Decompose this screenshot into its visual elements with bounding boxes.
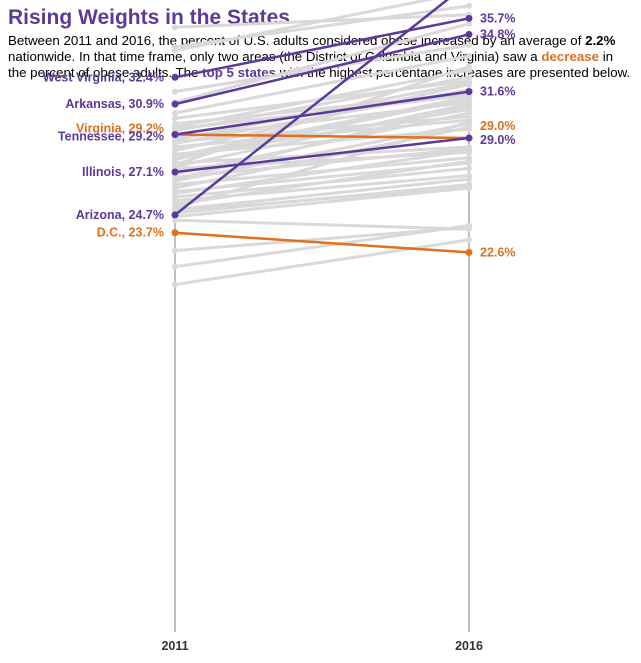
state-point-2016 bbox=[466, 81, 472, 88]
state-line bbox=[174, 13, 470, 29]
label-2011-arkansas: Arkansas, 30.9% bbox=[65, 97, 164, 111]
x-tick-2016: 2016 bbox=[455, 639, 483, 653]
label-2011-tennessee: Tennessee, 29.2% bbox=[58, 129, 164, 143]
state-point-2011 bbox=[172, 115, 178, 122]
subtitle-text-3: in the percent of obese adults. The bbox=[8, 49, 614, 80]
state-point-2011 bbox=[172, 204, 178, 211]
state-point-2011 bbox=[172, 24, 178, 31]
x-tick-2011: 2011 bbox=[161, 639, 188, 653]
series-line-arizona bbox=[174, 0, 450, 216]
label-2011-virginia: Virginia, 29.2% bbox=[76, 121, 164, 135]
subtitle-decrease: decrease bbox=[541, 49, 600, 64]
state-point-2016 bbox=[466, 95, 472, 102]
state-point-2011 bbox=[172, 247, 178, 254]
state-point-2016 bbox=[466, 236, 472, 243]
subtitle-text-1: Between 2011 and 2016, the percent of U.… bbox=[8, 33, 586, 48]
state-point-2016 bbox=[466, 2, 472, 9]
state-point-2011 bbox=[172, 43, 178, 50]
state-point-2016 bbox=[466, 42, 472, 49]
highlighted-states-lines bbox=[171, 0, 473, 256]
state-line bbox=[174, 238, 470, 287]
state-line bbox=[174, 81, 470, 142]
series-point-2011-d-c bbox=[171, 229, 179, 237]
state-point-2016 bbox=[466, 110, 472, 117]
state-point-2011 bbox=[172, 110, 178, 117]
series-point-2011-tennessee bbox=[171, 130, 179, 138]
state-point-2016 bbox=[466, 74, 472, 81]
state-line bbox=[174, 183, 470, 215]
label-2011-illinois: Illinois, 27.1% bbox=[82, 165, 164, 179]
series-point-2016-arkansas bbox=[465, 30, 473, 38]
series-point-2011-illinois bbox=[171, 168, 179, 176]
state-line bbox=[174, 65, 470, 167]
series-line-west-virginia bbox=[174, 17, 470, 79]
state-point-2016 bbox=[466, 147, 472, 154]
state-line bbox=[174, 82, 470, 153]
state-point-2016 bbox=[466, 52, 472, 59]
label-2011-west-virginia: West Virginia, 32.4% bbox=[43, 70, 164, 84]
series-line-d-c bbox=[174, 231, 470, 254]
label-2016-d-c: 22.6% bbox=[480, 245, 515, 259]
state-line bbox=[174, 149, 470, 195]
label-2016-virginia: 29.0% bbox=[480, 119, 515, 133]
state-point-2016 bbox=[466, 158, 472, 165]
series-point-2011-west-virginia bbox=[171, 73, 179, 81]
series-line-illinois bbox=[174, 136, 470, 174]
state-line bbox=[174, 95, 470, 158]
data-labels: West Virginia, 32.4% 35.7% Arkansas, 30.9%… bbox=[43, 11, 516, 259]
state-line bbox=[174, 159, 470, 206]
state-line bbox=[174, 186, 470, 219]
label-2016-arkansas: 34.8% bbox=[480, 27, 515, 41]
label-2011-arizona: Arizona, 24.7% bbox=[76, 208, 164, 222]
state-point-2016 bbox=[466, 222, 472, 229]
label-2016-west-virginia: 35.7% bbox=[480, 11, 515, 25]
state-point-2016 bbox=[466, 102, 472, 109]
state-point-2016 bbox=[466, 185, 472, 192]
state-point-2016 bbox=[466, 20, 472, 27]
series-point-2016-tennessee bbox=[465, 88, 473, 96]
state-point-2011 bbox=[172, 88, 178, 95]
series-point-2016-d-c bbox=[465, 248, 473, 256]
label-2016-tennessee: 31.6% bbox=[480, 85, 515, 99]
chart-title: Rising Weights in the States bbox=[8, 6, 290, 29]
state-point-2016 bbox=[466, 118, 472, 125]
state-point-2011 bbox=[172, 161, 178, 168]
state-point-2011 bbox=[172, 217, 178, 224]
state-line bbox=[174, 224, 470, 269]
state-line bbox=[174, 75, 470, 133]
state-point-2011 bbox=[172, 176, 178, 183]
state-line bbox=[174, 54, 470, 115]
series-line-virginia bbox=[174, 133, 470, 140]
state-line bbox=[174, 22, 470, 104]
series-line-tennessee bbox=[174, 90, 470, 136]
label-2011-d-c: D.C., 23.7% bbox=[97, 226, 164, 240]
series-point-2011-arizona bbox=[171, 211, 179, 219]
subtitle-average: 2.2% bbox=[585, 33, 616, 48]
series-point-2011-arkansas bbox=[171, 100, 179, 108]
state-point-2016 bbox=[466, 176, 472, 183]
state-line bbox=[174, 122, 470, 183]
state-point-2011 bbox=[172, 263, 178, 270]
state-point-2016 bbox=[466, 124, 472, 131]
state-point-2016 bbox=[466, 63, 472, 70]
state-point-2011 bbox=[172, 281, 178, 288]
series-point-2016-illinois bbox=[465, 134, 473, 142]
label-2016-illinois: 29.0% bbox=[480, 133, 515, 147]
state-line bbox=[174, 177, 470, 212]
series-point-2016-west-virginia bbox=[465, 14, 473, 22]
state-line bbox=[174, 218, 470, 231]
state-point-2016 bbox=[466, 165, 472, 172]
state-line bbox=[174, 4, 470, 49]
series-line-arkansas bbox=[174, 33, 470, 106]
